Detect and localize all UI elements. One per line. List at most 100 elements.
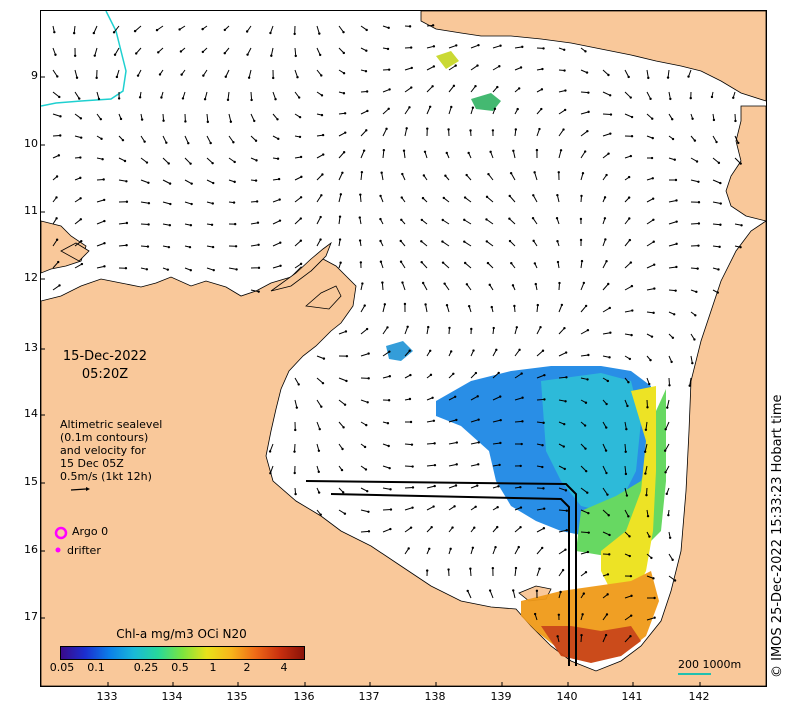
velocity-arrow-head	[604, 238, 607, 241]
velocity-arrow-head	[343, 403, 347, 406]
velocity-arrow-head	[688, 384, 691, 387]
velocity-arrow-head	[432, 45, 436, 48]
velocity-arrow	[536, 326, 541, 335]
velocity-arrow-head	[675, 242, 678, 246]
velocity-arrow-head	[558, 281, 561, 285]
velocity-arrow-head	[341, 171, 344, 174]
velocity-arrow	[250, 289, 259, 293]
velocity-arrow-head	[541, 67, 544, 71]
velocity-arrow-head	[278, 198, 281, 201]
depth-scale-label: 200 1000m	[678, 658, 742, 671]
velocity-arrow	[294, 69, 298, 78]
velocity-arrow-head	[496, 525, 499, 529]
colorbar-tick: 4	[280, 661, 288, 674]
velocity-arrow	[96, 91, 100, 100]
velocity-arrow-head	[469, 129, 472, 132]
velocity-arrow-head	[58, 284, 61, 287]
velocity-arrow-head	[562, 128, 565, 131]
timestamp-time: 05:20Z	[81, 367, 129, 382]
land-layer	[41, 11, 766, 686]
velocity-arrow-head	[411, 486, 415, 489]
velocity-arrow-head	[541, 444, 544, 447]
velocity-arrow-head	[381, 281, 384, 284]
velocity-arrow	[514, 526, 521, 533]
velocity-arrow-head	[534, 282, 537, 286]
velocity-arrow-head	[580, 194, 583, 198]
velocity-arrow-head	[112, 31, 116, 34]
velocity-arrow-head	[320, 194, 323, 197]
velocity-arrow-head	[463, 196, 467, 199]
velocity-arrow-head	[520, 372, 523, 375]
velocity-arrow-head	[470, 327, 473, 331]
velocity-arrow-head	[514, 566, 518, 570]
velocity-arrow-head	[294, 492, 297, 496]
velocity-arrow	[422, 282, 428, 291]
velocity-arrow	[558, 327, 565, 335]
velocity-arrow-head	[516, 107, 519, 111]
land-groote	[41, 220, 87, 274]
velocity-arrow	[486, 218, 494, 225]
velocity-arrow-head	[115, 75, 119, 79]
velocity-arrow	[52, 69, 58, 77]
velocity-arrow	[227, 91, 230, 100]
velocity-arrow-head	[584, 50, 587, 53]
velocity-arrow-head	[99, 117, 103, 121]
velocity-arrow-head	[563, 467, 566, 471]
velocity-arrow-head	[320, 94, 324, 97]
velocity-arrow-head	[474, 505, 477, 508]
velocity-arrow	[52, 113, 61, 117]
velocity-arrow-head	[420, 218, 424, 222]
velocity-arrow-head	[625, 427, 628, 431]
velocity-arrow	[509, 195, 516, 203]
velocity-arrow-head	[541, 465, 544, 469]
velocity-arrow	[184, 157, 191, 165]
velocity-arrow-head	[447, 128, 450, 131]
velocity-arrow-head	[179, 50, 183, 53]
velocity-arrow	[140, 157, 148, 163]
velocity-arrow-head	[556, 635, 559, 638]
velocity-arrow	[118, 179, 127, 182]
velocity-arrow-head	[366, 109, 369, 113]
velocity-arrow-head	[389, 527, 392, 531]
velocity-arrow-head	[169, 202, 172, 206]
velocity-arrow	[338, 377, 347, 382]
velocity-arrow-head	[383, 303, 387, 306]
velocity-arrow	[624, 285, 633, 291]
velocity-arrow-head	[668, 536, 672, 539]
velocity-arrow-head	[443, 282, 446, 285]
velocity-arrow-head	[629, 154, 633, 158]
velocity-arrow-head	[297, 96, 301, 99]
velocity-arrow-head	[224, 75, 227, 78]
velocity-arrow-head	[382, 148, 386, 152]
velocity-arrow-head	[342, 71, 346, 75]
velocity-arrow	[74, 218, 82, 225]
velocity-arrow-head	[55, 175, 59, 178]
velocity-arrow-head	[509, 171, 513, 175]
velocity-arrow-head	[565, 529, 568, 532]
velocity-arrow	[624, 635, 631, 643]
velocity-arrow-head	[630, 594, 633, 598]
velocity-arrow-head	[366, 401, 369, 404]
velocity-arrow-head	[366, 489, 369, 493]
velocity-arrow-head	[512, 149, 515, 152]
velocity-arrow-head	[476, 484, 479, 487]
velocity-arrow	[602, 260, 607, 269]
velocity-arrow-head	[587, 91, 590, 94]
velocity-arrow-head	[229, 120, 233, 123]
map-canvas[interactable]	[41, 11, 766, 686]
velocity-arrow-head	[298, 115, 302, 119]
velocity-arrow-head	[653, 616, 656, 619]
velocity-arrow	[712, 179, 721, 184]
velocity-arrow-head	[497, 485, 500, 488]
lon-tick-141: 141	[621, 690, 643, 703]
velocity-arrow-head	[300, 175, 303, 179]
velocity-arrow-head	[78, 97, 81, 100]
velocity-arrow-head	[79, 156, 82, 159]
velocity-arrow-head	[556, 193, 559, 197]
velocity-arrow-head	[102, 178, 105, 181]
map-frame[interactable]	[40, 10, 767, 687]
velocity-arrow-head	[387, 444, 390, 448]
velocity-arrow-head	[407, 547, 410, 550]
velocity-arrow-head	[233, 222, 237, 226]
velocity-arrow-head	[519, 66, 523, 69]
